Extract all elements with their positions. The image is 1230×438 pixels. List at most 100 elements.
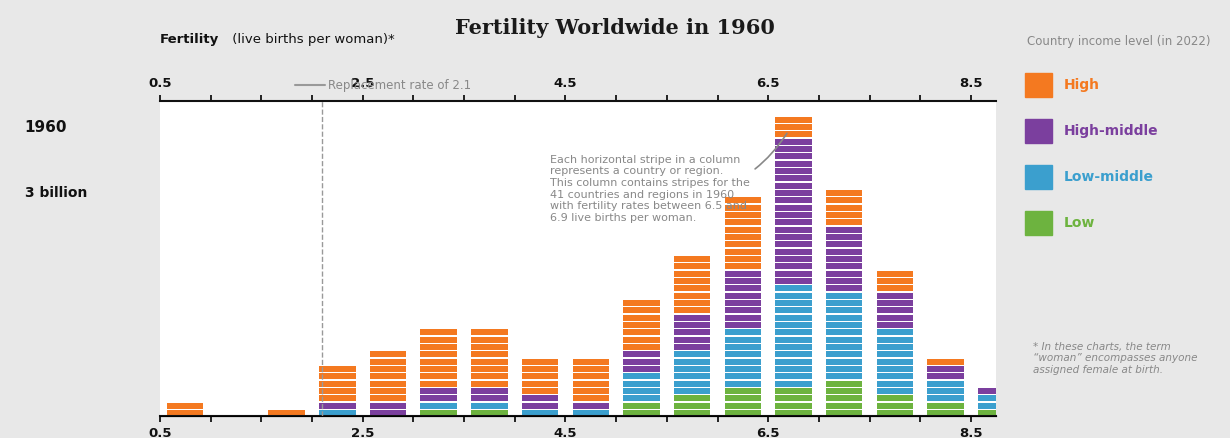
Bar — [775, 381, 812, 387]
Bar — [624, 307, 659, 314]
Bar — [421, 403, 458, 409]
Bar — [877, 396, 913, 402]
Bar — [624, 410, 659, 416]
Bar — [421, 366, 458, 372]
Bar — [775, 168, 812, 174]
Bar — [370, 388, 406, 394]
Text: Fertility Worldwide in 1960: Fertility Worldwide in 1960 — [455, 18, 775, 39]
Bar — [877, 351, 913, 357]
Bar — [775, 212, 812, 218]
Bar — [370, 366, 406, 372]
Text: Country income level (in 2022): Country income level (in 2022) — [1027, 35, 1210, 48]
Bar — [827, 205, 862, 211]
Bar — [724, 344, 761, 350]
Bar — [827, 271, 862, 277]
Bar — [471, 403, 508, 409]
Bar — [877, 366, 913, 372]
Bar — [674, 307, 711, 314]
Bar — [827, 219, 862, 226]
Bar — [421, 388, 458, 394]
Bar — [572, 374, 609, 379]
Bar — [775, 161, 812, 167]
Bar — [624, 300, 659, 306]
Bar — [724, 300, 761, 306]
Bar — [572, 359, 609, 365]
Bar — [724, 286, 761, 291]
Bar — [775, 271, 812, 277]
Text: Fertility: Fertility — [160, 33, 219, 46]
Text: Low-middle: Low-middle — [1064, 170, 1154, 184]
Bar — [827, 315, 862, 321]
Bar — [471, 337, 508, 343]
Bar — [877, 315, 913, 321]
Bar — [775, 117, 812, 123]
Bar — [775, 139, 812, 145]
Bar — [624, 315, 659, 321]
Bar — [370, 381, 406, 387]
Bar — [827, 403, 862, 409]
Bar — [319, 388, 355, 394]
Bar — [877, 388, 913, 394]
Bar — [724, 278, 761, 284]
Bar — [775, 190, 812, 196]
Bar — [674, 322, 711, 328]
Bar — [827, 293, 862, 299]
Bar — [775, 175, 812, 181]
Bar — [775, 227, 812, 233]
Bar — [319, 410, 355, 416]
Bar — [775, 410, 812, 416]
Text: (live births per woman)*: (live births per woman)* — [228, 33, 395, 46]
Bar — [827, 241, 862, 247]
Bar — [877, 410, 913, 416]
Bar — [724, 388, 761, 394]
Bar — [319, 396, 355, 402]
Bar — [724, 351, 761, 357]
Bar — [827, 286, 862, 291]
Bar — [724, 219, 761, 226]
Bar — [724, 234, 761, 240]
Bar — [471, 388, 508, 394]
Bar — [522, 381, 558, 387]
Bar — [877, 374, 913, 379]
Bar — [522, 359, 558, 365]
Bar — [724, 315, 761, 321]
Bar — [522, 374, 558, 379]
Bar — [674, 359, 711, 365]
Bar — [775, 300, 812, 306]
Bar — [674, 293, 711, 299]
Bar — [624, 344, 659, 350]
Bar — [775, 183, 812, 189]
Bar — [724, 271, 761, 277]
Bar — [775, 124, 812, 130]
Bar — [927, 388, 964, 394]
Text: 1960: 1960 — [25, 120, 68, 134]
Bar — [167, 410, 203, 416]
Bar — [775, 388, 812, 394]
Bar — [827, 374, 862, 379]
Bar — [624, 351, 659, 357]
Bar — [674, 344, 711, 350]
Bar — [674, 286, 711, 291]
Bar — [775, 153, 812, 159]
Bar — [927, 374, 964, 379]
Bar — [827, 234, 862, 240]
Bar — [877, 286, 913, 291]
Bar — [827, 359, 862, 365]
Bar — [674, 351, 711, 357]
Bar — [775, 249, 812, 255]
Bar — [927, 410, 964, 416]
Bar — [572, 403, 609, 409]
Bar — [421, 329, 458, 336]
Bar — [827, 396, 862, 402]
Bar — [827, 256, 862, 262]
Bar — [674, 329, 711, 336]
Bar — [927, 403, 964, 409]
Bar — [319, 366, 355, 372]
Bar — [319, 374, 355, 379]
Text: Low: Low — [1064, 216, 1096, 230]
Bar — [421, 396, 458, 402]
Bar — [827, 337, 862, 343]
Bar — [775, 293, 812, 299]
Bar — [370, 396, 406, 402]
Bar — [724, 198, 761, 203]
